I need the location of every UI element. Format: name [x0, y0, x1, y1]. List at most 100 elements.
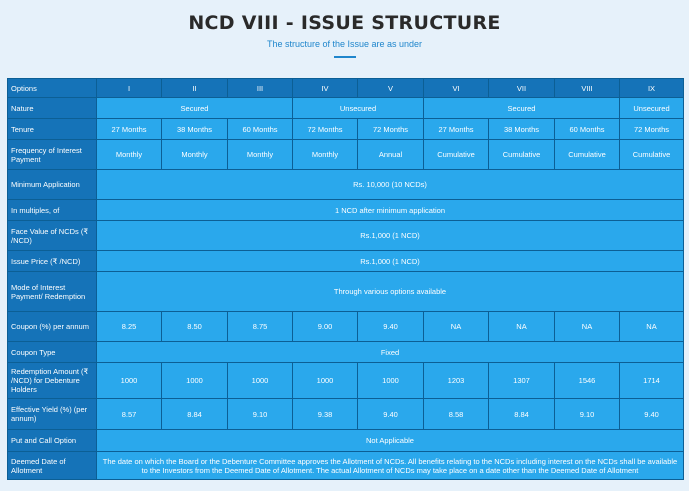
- effective-yield-row: Effective Yield (%) (per annum) 8.57 8.8…: [7, 398, 684, 430]
- deemed-date-row: Deemed Date of Allotment The date on whi…: [7, 451, 684, 480]
- table-cell: 38 Months: [488, 118, 555, 140]
- table-cell: Through various options available: [96, 271, 684, 312]
- row-label: Coupon Type: [7, 341, 97, 363]
- table-cell: 72 Months: [619, 118, 684, 140]
- table-cell: NA: [619, 311, 684, 342]
- table-cell: 8.84: [488, 398, 555, 430]
- put-call-row: Put and Call Option Not Applicable: [7, 429, 684, 452]
- table-cell: 9.40: [357, 398, 424, 430]
- redemption-row: Redemption Amount (₹ /NCD) for Debenture…: [7, 362, 684, 399]
- row-label: Effective Yield (%) (per annum): [7, 398, 97, 430]
- table-cell: Cumulative: [423, 139, 489, 170]
- table-cell: Fixed: [96, 341, 684, 363]
- table-cell: 1000: [292, 362, 358, 399]
- table-cell: 27 Months: [423, 118, 489, 140]
- issue-structure-table: Options I II III IV V VI VII VIII IX Nat…: [7, 78, 684, 480]
- title-divider: [334, 56, 356, 58]
- column-header: I: [96, 78, 162, 98]
- mode-of-payment-row: Mode of Interest Payment/ Redemption Thr…: [7, 271, 684, 312]
- table-cell: 9.00: [292, 311, 358, 342]
- options-label: Options: [7, 78, 97, 98]
- column-header: V: [357, 78, 424, 98]
- multiples-row: In multiples, of 1 NCD after minimum app…: [7, 199, 684, 221]
- table-cell: Not Applicable: [96, 429, 684, 452]
- column-header: IX: [619, 78, 684, 98]
- column-header: III: [227, 78, 293, 98]
- table-cell: Annual: [357, 139, 424, 170]
- issue-price-row: Issue Price (₹ /NCD) Rs.1,000 (1 NCD): [7, 250, 684, 272]
- row-label: Frequency of Interest Payment: [7, 139, 97, 170]
- row-label: Deemed Date of Allotment: [7, 451, 97, 480]
- row-label: Mode of Interest Payment/ Redemption: [7, 271, 97, 312]
- column-header: VI: [423, 78, 489, 98]
- table-cell: 9.38: [292, 398, 358, 430]
- page-subtitle: The structure of the Issue are as under: [266, 39, 423, 49]
- row-label: Minimum Application: [7, 169, 97, 200]
- table-cell: Rs.1,000 (1 NCD): [96, 220, 684, 251]
- nature-cell: Secured: [96, 97, 293, 119]
- table-cell: 1 NCD after minimum application: [96, 199, 684, 221]
- table-cell: Cumulative: [554, 139, 620, 170]
- coupon-type-row: Coupon Type Fixed: [7, 341, 684, 363]
- table-cell: 1714: [619, 362, 684, 399]
- nature-cell: Secured: [423, 97, 620, 119]
- table-cell: 8.25: [96, 311, 162, 342]
- table-cell: Monthly: [96, 139, 162, 170]
- table-cell: 1000: [161, 362, 228, 399]
- table-cell: Rs. 10,000 (10 NCDs): [96, 169, 684, 200]
- column-header: VII: [488, 78, 555, 98]
- table-cell: NA: [488, 311, 555, 342]
- row-label: Coupon (%) per annum: [7, 311, 97, 342]
- table-cell: 60 Months: [554, 118, 620, 140]
- table-cell: 8.57: [96, 398, 162, 430]
- row-label: Redemption Amount (₹ /NCD) for Debenture…: [7, 362, 97, 399]
- table-cell: 1307: [488, 362, 555, 399]
- table-cell: 9.40: [357, 311, 424, 342]
- row-label: Put and Call Option: [7, 429, 97, 452]
- table-cell: 9.10: [227, 398, 293, 430]
- column-header: VIII: [554, 78, 620, 98]
- minimum-application-row: Minimum Application Rs. 10,000 (10 NCDs): [7, 169, 684, 200]
- column-header: II: [161, 78, 228, 98]
- table-cell: 72 Months: [292, 118, 358, 140]
- tenure-row: Tenure 27 Months 38 Months 60 Months 72 …: [7, 118, 684, 140]
- table-cell: 72 Months: [357, 118, 424, 140]
- nature-row: Nature Secured Unsecured Secured Unsecur…: [7, 97, 684, 119]
- table-cell: Monthly: [227, 139, 293, 170]
- table-cell: 27 Months: [96, 118, 162, 140]
- row-label: Issue Price (₹ /NCD): [7, 250, 97, 272]
- table-cell: 8.58: [423, 398, 489, 430]
- page-title: NCD VIII - ISSUE STRUCTURE: [188, 12, 501, 34]
- table-cell: 1546: [554, 362, 620, 399]
- table-cell: 1000: [96, 362, 162, 399]
- table-cell: 1000: [357, 362, 424, 399]
- nature-cell: Unsecured: [292, 97, 424, 119]
- frequency-row: Frequency of Interest Payment Monthly Mo…: [7, 139, 684, 170]
- row-label: Tenure: [7, 118, 97, 140]
- table-cell: 8.50: [161, 311, 228, 342]
- row-label: Nature: [7, 97, 97, 119]
- table-cell: Monthly: [292, 139, 358, 170]
- nature-cell: Unsecured: [619, 97, 684, 119]
- table-cell: The date on which the Board or the Deben…: [96, 451, 684, 480]
- table-cell: Cumulative: [619, 139, 684, 170]
- table-cell: 9.10: [554, 398, 620, 430]
- table-cell: Monthly: [161, 139, 228, 170]
- coupon-row: Coupon (%) per annum 8.25 8.50 8.75 9.00…: [7, 311, 684, 342]
- table-cell: 8.84: [161, 398, 228, 430]
- options-header-row: Options I II III IV V VI VII VIII IX: [7, 78, 684, 98]
- table-cell: Rs.1,000 (1 NCD): [96, 250, 684, 272]
- table-cell: 60 Months: [227, 118, 293, 140]
- column-header: IV: [292, 78, 358, 98]
- table-cell: 38 Months: [161, 118, 228, 140]
- table-cell: 8.75: [227, 311, 293, 342]
- face-value-row: Face Value of NCDs (₹ /NCD) Rs.1,000 (1 …: [7, 220, 684, 251]
- table-cell: Cumulative: [488, 139, 555, 170]
- table-cell: NA: [554, 311, 620, 342]
- row-label: In multiples, of: [7, 199, 97, 221]
- table-cell: NA: [423, 311, 489, 342]
- table-cell: 1203: [423, 362, 489, 399]
- table-cell: 1000: [227, 362, 293, 399]
- row-label: Face Value of NCDs (₹ /NCD): [7, 220, 97, 251]
